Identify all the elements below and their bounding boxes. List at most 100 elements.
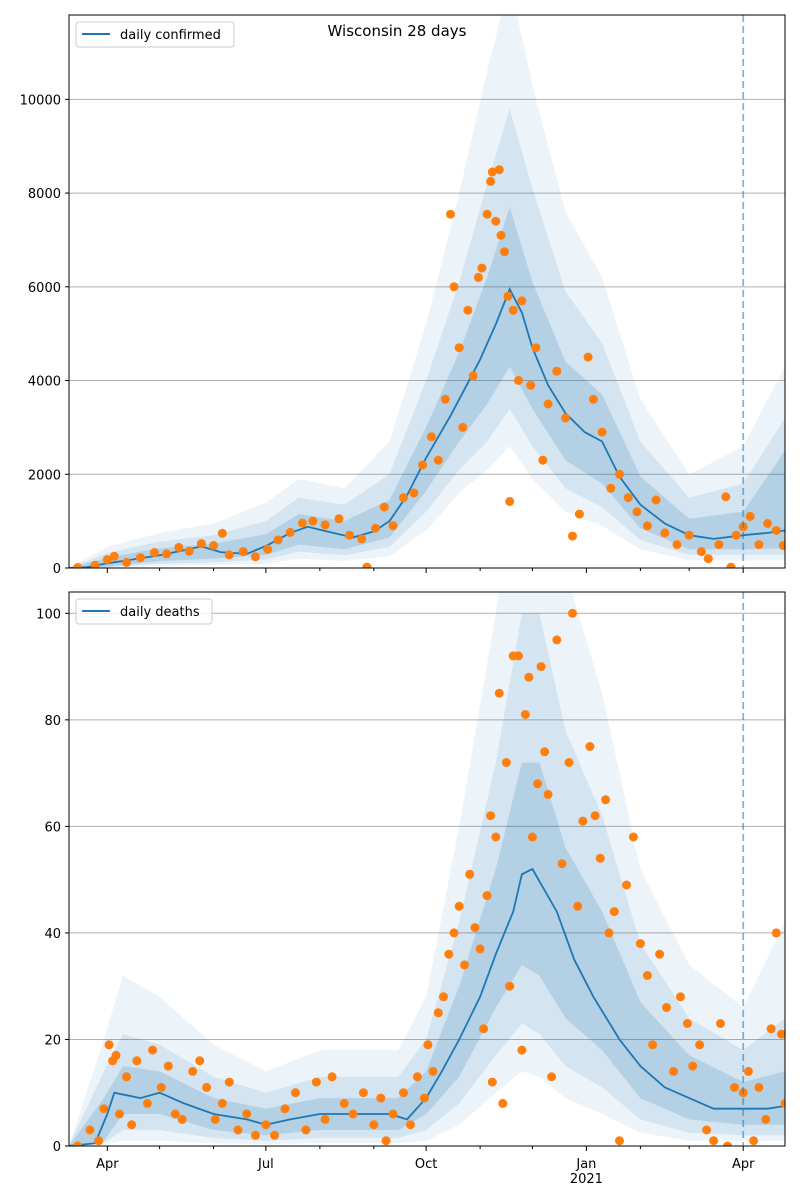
data-point <box>676 992 685 1002</box>
data-point <box>426 432 436 442</box>
y-tick-label: 100 <box>36 607 61 622</box>
data-point <box>115 1109 124 1119</box>
data-point <box>475 944 485 954</box>
data-point <box>514 651 523 661</box>
data-point <box>754 540 764 550</box>
data-point <box>270 1130 280 1140</box>
data-point <box>669 1066 678 1076</box>
data-point <box>357 534 367 544</box>
data-point <box>538 455 548 465</box>
data-point <box>688 1061 698 1071</box>
data-point <box>320 520 330 530</box>
data-point <box>170 1109 180 1119</box>
uncertainty-band <box>69 108 785 568</box>
data-point <box>771 526 781 535</box>
data-point <box>585 742 595 751</box>
data-point <box>477 263 487 273</box>
data-point <box>109 551 119 561</box>
data-point <box>132 1056 142 1066</box>
data-point <box>754 1082 764 1092</box>
data-point <box>308 516 318 526</box>
data-point <box>224 1077 234 1087</box>
data-point <box>595 853 605 863</box>
y-axis-ticks: 0 20 40 60 80 100 <box>36 607 69 1155</box>
data-point <box>696 547 706 557</box>
data-point <box>149 548 159 557</box>
data-point <box>482 891 492 901</box>
data-point <box>458 422 468 432</box>
data-point <box>604 928 614 938</box>
data-point <box>578 816 588 826</box>
data-point <box>517 1045 527 1055</box>
data-point <box>163 1061 173 1071</box>
data-point <box>99 1104 109 1114</box>
chart-title: Wisconsin 28 days <box>328 22 467 40</box>
y-tick-label: 60 <box>44 820 61 835</box>
data-point <box>444 949 454 959</box>
data-point <box>642 521 652 531</box>
data-point <box>655 949 665 959</box>
axes-frame <box>68 591 786 1147</box>
data-point <box>702 1125 712 1135</box>
data-point <box>766 1024 776 1034</box>
data-point <box>543 789 553 799</box>
data-point <box>73 1141 83 1146</box>
data-point <box>494 688 504 698</box>
uncertainty-band <box>69 15 785 568</box>
data-point <box>695 1040 705 1050</box>
data-point <box>609 907 619 917</box>
data-point <box>285 527 295 537</box>
x-tick-label: Apr <box>96 1157 119 1172</box>
data-point <box>651 495 661 505</box>
data-point <box>660 528 670 538</box>
y-tick-label: 6000 <box>28 281 61 296</box>
data-point <box>122 557 131 567</box>
data-point <box>334 514 344 524</box>
data-point <box>703 554 713 564</box>
data-point <box>111 1050 121 1060</box>
data-point <box>623 493 633 503</box>
data-point <box>731 530 741 540</box>
y-tick-label: 0 <box>53 1140 61 1155</box>
trend-line <box>69 867 785 1146</box>
data-point <box>536 662 546 672</box>
data-point <box>419 1093 429 1103</box>
data-point <box>780 1098 785 1108</box>
data-point <box>682 1019 692 1028</box>
data-point <box>224 550 234 560</box>
data-point <box>376 1093 386 1103</box>
data-point <box>726 562 736 568</box>
data-point <box>388 521 398 531</box>
data-point <box>409 488 419 498</box>
panel-confirmed: 0 2000 4000 6000 8000 10000 Wisconsin 28 days… <box>20 14 786 577</box>
data-point <box>381 1136 391 1146</box>
data-point <box>501 758 511 767</box>
data-point <box>635 939 645 949</box>
data-point <box>440 394 450 404</box>
data-point <box>723 1141 732 1146</box>
y-tick-label: 40 <box>44 927 61 942</box>
data-point <box>104 1040 114 1050</box>
data-point <box>622 880 631 890</box>
data-point <box>543 399 553 409</box>
legend: daily confirmed <box>75 21 235 48</box>
data-point <box>233 1125 243 1135</box>
data-point <box>520 710 530 719</box>
data-point <box>73 563 83 568</box>
data-point <box>273 535 283 545</box>
axes-frame <box>68 14 786 569</box>
data-point <box>606 483 616 493</box>
uncertainty-band <box>69 762 785 1146</box>
data-point <box>568 531 577 541</box>
data-point <box>709 1136 719 1146</box>
y-tick-label: 80 <box>44 714 61 729</box>
data-point <box>505 497 515 506</box>
y-tick-label: 20 <box>44 1033 61 1048</box>
data-point <box>479 1024 489 1034</box>
data-point <box>491 832 501 842</box>
y-tick-label: 4000 <box>28 375 61 390</box>
data-point <box>494 165 504 175</box>
x-tick-label: Jul <box>257 1157 274 1172</box>
